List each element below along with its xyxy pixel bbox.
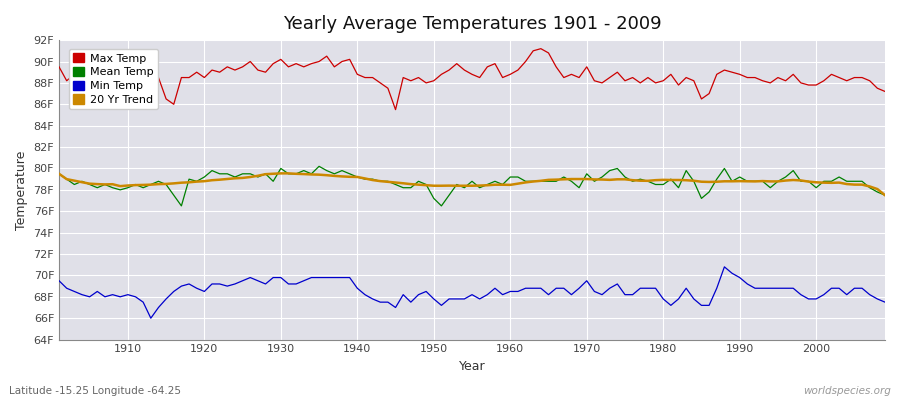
X-axis label: Year: Year bbox=[459, 360, 485, 373]
Legend: Max Temp, Mean Temp, Min Temp, 20 Yr Trend: Max Temp, Mean Temp, Min Temp, 20 Yr Tre… bbox=[68, 49, 158, 109]
Text: Latitude -15.25 Longitude -64.25: Latitude -15.25 Longitude -64.25 bbox=[9, 386, 181, 396]
Title: Yearly Average Temperatures 1901 - 2009: Yearly Average Temperatures 1901 - 2009 bbox=[283, 15, 662, 33]
Y-axis label: Temperature: Temperature bbox=[15, 150, 28, 230]
Text: worldspecies.org: worldspecies.org bbox=[803, 386, 891, 396]
